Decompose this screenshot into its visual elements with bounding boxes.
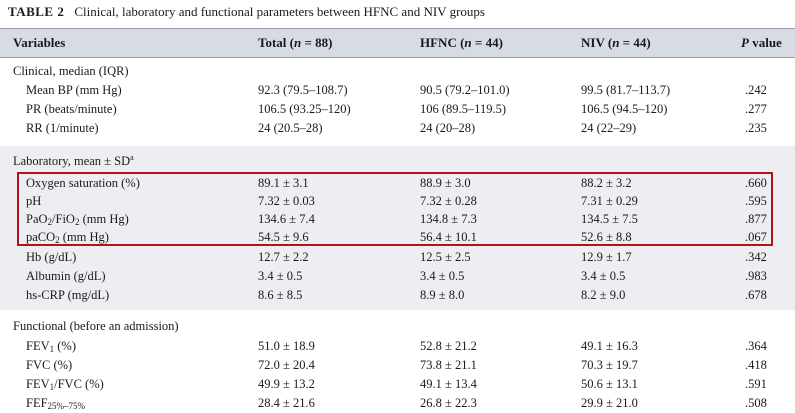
cell-p: .591	[745, 377, 767, 391]
cell-total: 106.5 (93.25–120)	[258, 102, 351, 116]
cell-niv: 134.5 ± 7.5	[581, 212, 638, 226]
cell-total: 24 (20.5–28)	[258, 121, 323, 135]
cell-variable: FEF25%–75%	[26, 396, 86, 411]
cell-variable: pH	[26, 194, 42, 208]
cell-niv: 49.1 ± 16.3	[581, 339, 638, 353]
cell-p: .508	[745, 396, 767, 410]
cell-hfnc: 8.9 ± 8.0	[420, 288, 465, 302]
cell-niv: 8.2 ± 9.0	[581, 288, 626, 302]
cell-variable: Mean BP (mm Hg)	[26, 83, 122, 97]
table-row: PR (beats/minute) 106.5 (93.25–120) 106 …	[0, 101, 795, 119]
cell-total: 8.6 ± 8.5	[258, 288, 303, 302]
cell-p: .678	[745, 288, 767, 302]
table-row: PaO2/FiO2 (mm Hg) 134.6 ± 7.4 134.8 ± 7.…	[0, 211, 795, 229]
cell-total: 72.0 ± 20.4	[258, 358, 315, 372]
cell-variable: RR (1/minute)	[26, 121, 99, 135]
cell-niv: 50.6 ± 13.1	[581, 377, 638, 391]
cell-p: .660	[745, 176, 767, 190]
table-row: Albumin (g/dL) 3.4 ± 0.5 3.4 ± 0.5 3.4 ±…	[0, 268, 795, 286]
cell-niv: 106.5 (94.5–120)	[581, 102, 668, 116]
cell-p: .877	[745, 212, 767, 226]
table-row: FVC (%) 72.0 ± 20.4 73.8 ± 21.1 70.3 ± 1…	[0, 357, 795, 375]
cell-niv: 99.5 (81.7–113.7)	[581, 83, 671, 97]
table-row: pH 7.32 ± 0.03 7.32 ± 0.28 7.31 ± 0.29 .…	[0, 193, 795, 211]
cell-hfnc: 88.9 ± 3.0	[420, 176, 471, 190]
cell-total: 12.7 ± 2.2	[258, 250, 309, 264]
cell-niv: 24 (22–29)	[581, 121, 637, 135]
table-row: Oxygen saturation (%) 89.1 ± 3.1 88.9 ± …	[0, 175, 795, 193]
section-laboratory: Laboratory, mean ± SDa	[13, 153, 134, 168]
cell-niv: 52.6 ± 8.8	[581, 230, 632, 244]
cell-niv: 88.2 ± 3.2	[581, 176, 632, 190]
table-row: RR (1/minute) 24 (20.5–28) 24 (20–28) 24…	[0, 120, 795, 138]
cell-variable: paCO2 (mm Hg)	[26, 230, 109, 245]
cell-hfnc: 3.4 ± 0.5	[420, 269, 465, 283]
table-caption: TABLE 2 Clinical, laboratory and function…	[8, 4, 485, 20]
table-row: Hb (g/dL) 12.7 ± 2.2 12.5 ± 2.5 12.9 ± 1…	[0, 249, 795, 267]
cell-variable: Albumin (g/dL)	[26, 269, 106, 283]
cell-niv: 12.9 ± 1.7	[581, 250, 632, 264]
header-total: Total (n = 88)	[258, 35, 333, 50]
cell-total: 89.1 ± 3.1	[258, 176, 309, 190]
cell-p: .242	[745, 83, 767, 97]
cell-niv: 70.3 ± 19.7	[581, 358, 638, 372]
cell-hfnc: 134.8 ± 7.3	[420, 212, 477, 226]
cell-variable: PR (beats/minute)	[26, 102, 117, 116]
cell-hfnc: 73.8 ± 21.1	[420, 358, 477, 372]
section-functional: Functional (before an admission)	[13, 319, 179, 333]
table-row: FEF25%–75% 28.4 ± 21.6 26.8 ± 22.3 29.9 …	[0, 395, 795, 413]
cell-p: .418	[745, 358, 767, 372]
header-hfnc: HFNC (n = 44)	[420, 35, 503, 50]
cell-total: 7.32 ± 0.03	[258, 194, 315, 208]
table-row: paCO2 (mm Hg) 54.5 ± 9.6 56.4 ± 10.1 52.…	[0, 229, 795, 247]
table-label: TABLE 2	[8, 4, 65, 19]
cell-niv: 7.31 ± 0.29	[581, 194, 638, 208]
table-row: hs-CRP (mg/dL) 8.6 ± 8.5 8.9 ± 8.0 8.2 ±…	[0, 287, 795, 305]
cell-hfnc: 24 (20–28)	[420, 121, 476, 135]
cell-p: .277	[745, 102, 767, 116]
header-niv: NIV (n = 44)	[581, 35, 651, 50]
table-row: FEV1 (%) 51.0 ± 18.9 52.8 ± 21.2 49.1 ± …	[0, 338, 795, 356]
header-p-value: P value	[741, 35, 782, 50]
cell-total: 49.9 ± 13.2	[258, 377, 315, 391]
cell-variable: PaO2/FiO2 (mm Hg)	[26, 212, 129, 227]
cell-hfnc: 7.32 ± 0.28	[420, 194, 477, 208]
cell-variable: FEV1 (%)	[26, 339, 76, 354]
highlight-box	[17, 172, 773, 246]
table-header: Variables Total (n = 88) HFNC (n = 44) N…	[0, 28, 795, 58]
cell-variable: Hb (g/dL)	[26, 250, 77, 264]
cell-variable: Oxygen saturation (%)	[26, 176, 140, 190]
cell-total: 28.4 ± 21.6	[258, 396, 315, 410]
cell-p: .342	[745, 250, 767, 264]
cell-hfnc: 90.5 (79.2–101.0)	[420, 83, 510, 97]
cell-total: 3.4 ± 0.5	[258, 269, 303, 283]
cell-p: .364	[745, 339, 767, 353]
table-title: Clinical, laboratory and functional para…	[74, 4, 485, 19]
cell-hfnc: 26.8 ± 22.3	[420, 396, 477, 410]
cell-p: .235	[745, 121, 767, 135]
table-row: FEV1/FVC (%) 49.9 ± 13.2 49.1 ± 13.4 50.…	[0, 376, 795, 394]
cell-p: .983	[745, 269, 767, 283]
cell-hfnc: 12.5 ± 2.5	[420, 250, 471, 264]
cell-hfnc: 106 (89.5–119.5)	[420, 102, 506, 116]
section-clinical: Clinical, median (IQR)	[13, 64, 129, 78]
cell-variable: hs-CRP (mg/dL)	[26, 288, 110, 302]
table-row: Mean BP (mm Hg) 92.3 (79.5–108.7) 90.5 (…	[0, 82, 795, 100]
cell-total: 51.0 ± 18.9	[258, 339, 315, 353]
cell-hfnc: 56.4 ± 10.1	[420, 230, 477, 244]
cell-hfnc: 52.8 ± 21.2	[420, 339, 477, 353]
cell-niv: 3.4 ± 0.5	[581, 269, 626, 283]
header-variables: Variables	[13, 35, 66, 50]
cell-hfnc: 49.1 ± 13.4	[420, 377, 477, 391]
cell-total: 54.5 ± 9.6	[258, 230, 309, 244]
cell-niv: 29.9 ± 21.0	[581, 396, 638, 410]
cell-p: .067	[745, 230, 767, 244]
cell-variable: FEV1/FVC (%)	[26, 377, 104, 392]
cell-total: 134.6 ± 7.4	[258, 212, 315, 226]
cell-total: 92.3 (79.5–108.7)	[258, 83, 348, 97]
cell-variable: FVC (%)	[26, 358, 73, 372]
cell-p: .595	[745, 194, 767, 208]
